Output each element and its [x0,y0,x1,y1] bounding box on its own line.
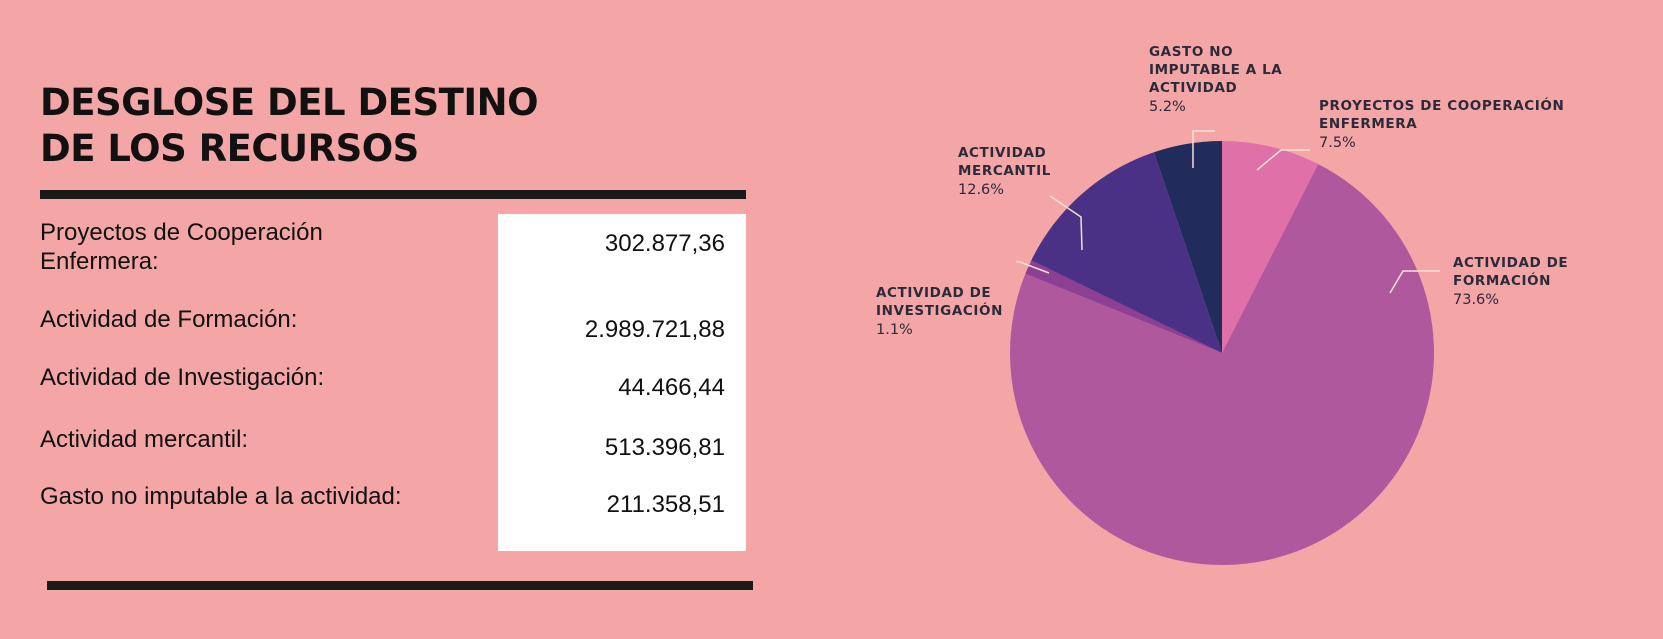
slice-label-gasto-line-2: IMPUTABLE A LA [1149,62,1282,78]
page-title: DESGLOSE DEL DESTINO DE LOS RECURSOS [40,80,539,172]
slice-percent-investigacion: 1.1% [876,322,913,338]
slice-percent-gasto: 5.2% [1149,99,1186,115]
pie-slice-cooperacion [1222,141,1319,353]
row-label-formacion: Actividad de Formación: [40,306,298,333]
leader-line-gasto [1192,130,1215,168]
row-value-mercantil: 513.396,81 [604,434,725,461]
row-label-mercantil: Actividad mercantil: [40,426,249,453]
top-divider [40,190,746,199]
leader-line-mercantil [1049,195,1083,251]
slice-label-cooperacion-line-2: ENFERMERA [1319,116,1417,132]
row-value-formacion: 2.989.721,88 [584,316,725,343]
slice-labels: PROYECTOS DE COOPERACIÓN ENFERMERA 7.5% ACT… [876,44,1568,338]
slice-label-cooperacion-line-1: PROYECTOS DE COOPERACIÓN [1319,96,1564,114]
row-label-cooperacion: Proyectos de Cooperación Enfermera: [40,219,323,275]
pie-slice-investigacion [1025,260,1222,353]
pie-slice-mercantil [1031,152,1222,353]
slice-label-formacion-line-1: ACTIVIDAD DE [1453,255,1568,271]
pie-slice-gasto [1153,141,1222,353]
slice-label-gasto-line-1: GASTO NO [1149,44,1233,60]
values-panel [498,214,746,551]
pie-slices [1010,141,1434,565]
slice-percent-cooperacion: 7.5% [1319,135,1356,151]
slice-percent-mercantil: 12.6% [958,182,1004,198]
row-value-investigacion: 44.466,44 [618,374,725,401]
slice-percent-formacion: 73.6% [1453,292,1499,308]
slice-label-mercantil-line-1: ACTIVIDAD [958,145,1046,161]
pie-chart: PROYECTOS DE COOPERACIÓN ENFERMERA 7.5% ACT… [876,44,1568,565]
bottom-divider [47,581,753,590]
title-line-2: DE LOS RECURSOS [40,127,419,170]
row-label-gasto: Gasto no imputable a la actividad: [40,483,402,510]
slice-label-formacion-line-2: FORMACIÓN [1453,271,1551,289]
slice-label-investigacion-line-1: ACTIVIDAD DE [876,285,991,301]
slice-label-investigacion-line-2: INVESTIGACIÓN [876,301,1003,319]
pie-slice-formacion [1010,164,1434,565]
row-value-cooperacion: 302.877,36 [604,230,725,257]
leader-lines [1016,130,1440,294]
leader-line-formacion [1389,270,1440,294]
row-label-investigacion: Actividad de Investigación: [40,364,325,391]
slice-label-gasto-line-3: ACTIVIDAD [1149,80,1237,96]
leader-line-investigacion [1016,261,1050,274]
row-value-gasto: 211.358,51 [606,491,725,518]
slice-label-mercantil-line-2: MERCANTIL [958,163,1051,179]
leader-line-cooperacion [1256,149,1310,171]
title-line-1: DESGLOSE DEL DESTINO [40,81,539,124]
